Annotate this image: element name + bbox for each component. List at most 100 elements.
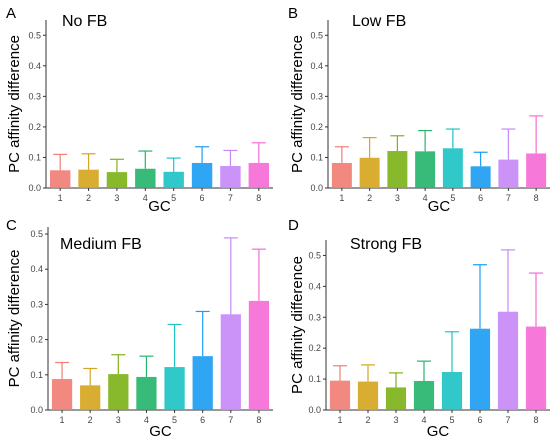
x-tick-label: 7 [505,415,510,425]
x-tick-label: 1 [339,193,344,203]
bar [385,387,407,410]
y-tick-label: 0.1 [30,370,43,380]
x-axis-label: GC [148,198,171,215]
bar [220,166,241,188]
y-tick-label: 0.3 [30,299,43,309]
panel-title: Low FB [352,13,406,30]
x-tick-label: 2 [365,415,370,425]
bar [470,166,491,188]
bar [163,171,184,188]
y-tick-label: 0.1 [28,152,41,162]
x-tick-label: 6 [478,193,483,203]
bar [136,376,157,410]
x-tick-label: 2 [367,193,372,203]
bar [108,374,129,410]
y-tick-label: 0.5 [310,30,323,40]
bar [51,379,73,410]
bar [248,162,270,188]
x-tick-label: 5 [171,193,176,203]
x-tick-label: 8 [533,415,538,425]
panel-title: No FB [62,13,107,30]
y-tick-label: 0.5 [28,30,41,40]
bar [525,326,547,410]
panel-title: Medium FB [60,236,142,253]
panel-letter: C [6,217,17,234]
x-tick-label: 1 [58,193,63,203]
y-tick-label: 0.4 [28,61,41,71]
x-axis-label: GC [428,198,451,215]
x-tick-label: 4 [421,415,426,425]
bar [357,381,379,410]
x-tick-label: 6 [200,415,205,425]
y-axis-label: PC affinity difference [6,35,23,173]
y-tick-label: 0.3 [310,91,323,101]
bar [498,159,519,188]
y-tick-label: 0.4 [310,61,323,71]
panels-group: A No FB0.00.10.20.30.40.5PC affinity diff… [6,5,550,440]
y-tick-label: 0.1 [308,374,321,384]
bar [191,162,213,188]
chart-panel-2: B Low FB 0.0 0.1 0.2 0.3 0.4 0.5 PC affinity dif… [288,5,550,215]
y-tick-label: 0.2 [310,122,323,132]
y-axis-label: PC affinity difference [289,256,306,394]
x-tick-label: 8 [256,415,261,425]
x-tick-label: 3 [393,415,398,425]
y-tick-label: 0.0 [310,183,323,193]
x-tick-label: 6 [200,193,205,203]
y-tick-label: 0.2 [308,343,321,353]
x-tick-label: 5 [449,415,454,425]
y-axis-label: PC affinity difference [6,250,23,388]
bar [192,356,213,410]
y-tick-label: 0.2 [30,335,43,345]
y-tick-label: 0.5 [30,229,43,239]
chart-panel-3: C Medium FB 0.0 0.1 0.2 0.3 0.4 0.5 PC affinity … [6,217,273,440]
y-tick-label: 0.2 [28,122,41,132]
x-tick-label: 8 [256,193,261,203]
y-tick-label: 0.1 [310,152,323,162]
bar [106,172,128,188]
x-tick-label: 5 [450,193,455,203]
x-tick-label: 7 [228,193,233,203]
bar [413,380,435,410]
bar [497,311,519,410]
bar [80,385,101,410]
x-axis-label: GC [427,423,450,440]
bar [78,169,99,188]
x-tick-label: 3 [114,193,119,203]
chart-panel-1: A No FB 0.0 0.1 0.2 0.3 0.4 0.5 PC affinity diff… [6,5,273,215]
x-tick-label: 1 [60,415,65,425]
y-tick-label: 0.4 [30,264,43,274]
bar [248,300,270,410]
x-tick-label: 4 [423,193,428,203]
bar [331,162,352,188]
bar [441,371,463,410]
x-axis-label: GC [149,423,172,440]
x-tick-label: 1 [337,415,342,425]
y-tick-label: 0.3 [28,91,41,101]
chart-panel-4: D Strong FB 0.0 0.1 0.2 0.3 0.4 0.5PC affinity … [288,217,550,440]
y-tick-label: 0.0 [308,405,321,415]
y-axis-label: PC affinity difference [289,35,306,173]
x-tick-label: 3 [395,193,400,203]
bar [220,314,241,410]
bar [387,151,408,188]
bar [442,148,463,188]
bar [164,367,185,410]
y-tick-label: 0.5 [308,250,321,260]
x-tick-label: 7 [228,415,233,425]
panel-letter: A [6,5,16,22]
bar [469,328,491,410]
y-tick-label: 0.0 [28,183,41,193]
y-tick-label: 0.0 [30,405,43,415]
x-tick-label: 3 [116,415,121,425]
x-tick-label: 4 [143,193,148,203]
x-tick-label: 2 [88,415,93,425]
panel-title: Strong FB [350,236,422,253]
x-tick-label: 5 [172,415,177,425]
panel-letter: B [288,5,298,22]
x-tick-label: 4 [144,415,149,425]
x-tick-label: 2 [86,193,91,203]
x-tick-label: 7 [506,193,511,203]
bar [415,151,436,188]
